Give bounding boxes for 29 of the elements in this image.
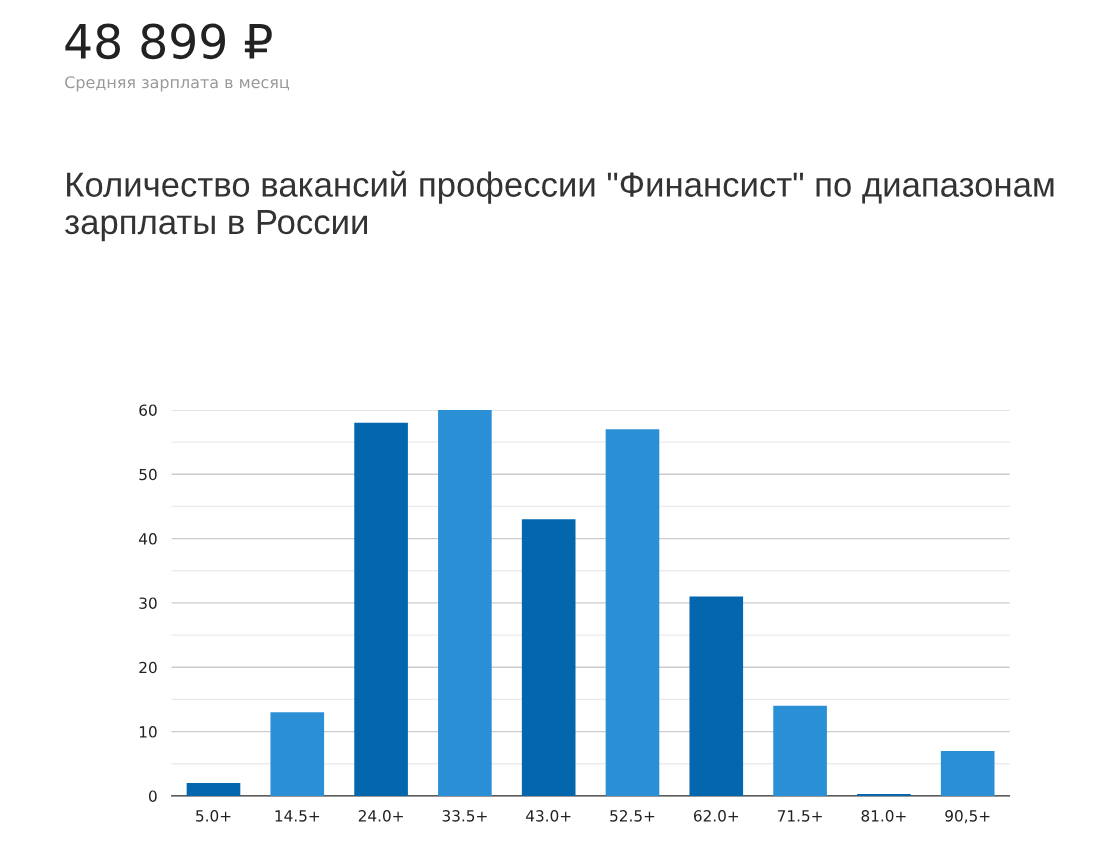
x-tick-label: 5.0+ [196,810,231,822]
x-tick-label: 24.0+ [358,810,403,822]
bar [354,422,408,796]
bar [186,783,241,796]
x-tick-label: 14.5+ [275,810,320,822]
bar [270,712,325,796]
x-tick-label: 90,5+ [945,810,990,824]
y-tick-label: 0 [148,790,157,802]
x-tick-label: 52.5+ [610,810,655,822]
bar [940,750,995,796]
x-tick-label: 71.5+ [777,810,822,822]
x-tick-label: 33.5+ [442,810,487,822]
bar [689,596,744,796]
x-tick-label: 62.0+ [693,810,739,822]
text: Средняя зарплата в месяц [65,76,290,92]
text: 48 899 ₽ [65,23,272,60]
chart-title: Количество вакансий профессии "Финансист" по диапазонам зарплаты в России [65,170,1054,242]
x-tick-label: 43.0+ [526,810,571,822]
y-tick-label: 50 [139,468,157,481]
x-tick-label: 81.0+ [861,810,906,822]
y-tick-label: 30 [139,597,157,609]
bar [605,429,660,796]
bar [773,705,827,796]
y-tick-label: 20 [139,661,157,674]
y-tick-label: 60 [139,404,157,416]
bar [438,409,492,796]
y-tick-label: 10 [139,726,157,738]
bar [521,519,576,796]
y-tick-label: 40 [139,533,157,545]
